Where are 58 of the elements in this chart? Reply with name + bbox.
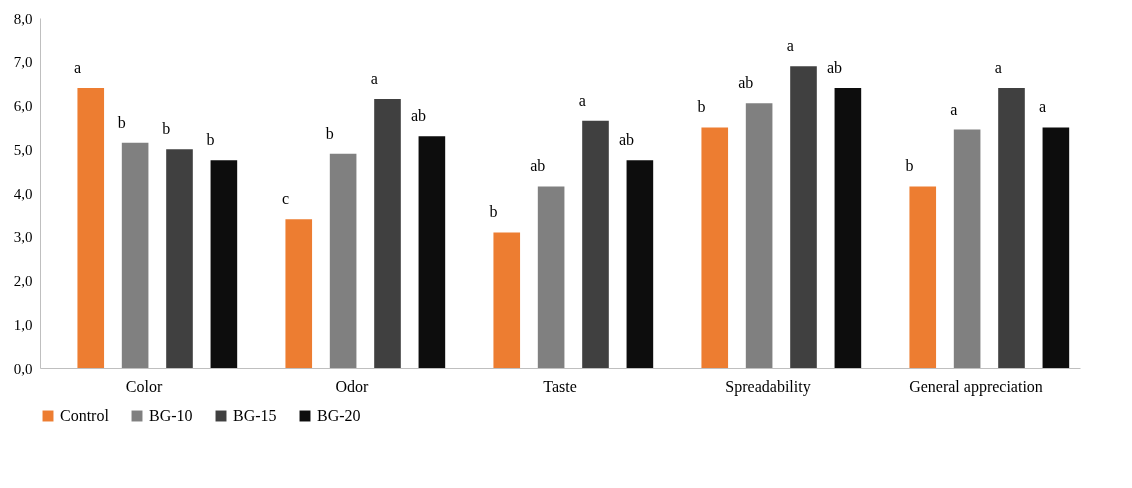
- x-tick-label: Taste: [543, 377, 577, 395]
- data-label: ab: [738, 74, 754, 92]
- data-label: b: [905, 157, 914, 175]
- data-label: b: [489, 203, 498, 221]
- bar: [374, 98, 401, 368]
- x-tick-label: Odor: [335, 377, 370, 395]
- y-tick-label: 4,0: [13, 185, 33, 202]
- legend-label: Control: [60, 407, 110, 424]
- data-label: b: [325, 124, 334, 142]
- x-tick-label: Color: [125, 377, 163, 395]
- y-tick-label: 5,0: [13, 141, 33, 158]
- legend-label: BG-10: [149, 407, 193, 424]
- data-label: a: [1039, 98, 1047, 116]
- bar: [1042, 127, 1070, 368]
- bar: [329, 153, 357, 368]
- data-label: ab: [827, 59, 843, 76]
- y-tick-label: 3,0: [13, 229, 33, 246]
- bar: [790, 66, 817, 368]
- y-tick-label: 1,0: [13, 316, 33, 333]
- y-tick-label: 6,0: [13, 98, 33, 114]
- bar: [998, 88, 1025, 368]
- y-tick-label: 8,0: [13, 10, 33, 27]
- data-label: a: [786, 37, 794, 55]
- bar: [953, 129, 981, 368]
- bar: [537, 186, 565, 368]
- bar: [745, 103, 773, 368]
- data-label: a: [73, 59, 81, 76]
- bar: [121, 142, 149, 368]
- legend-label: BG-15: [233, 407, 277, 424]
- bar: [285, 219, 313, 368]
- data-label: b: [206, 131, 215, 149]
- y-tick-label: 2,0: [13, 273, 33, 289]
- y-tick-label: 0,0: [13, 360, 33, 377]
- bar: [166, 149, 193, 368]
- data-label: a: [370, 69, 378, 87]
- data-label: b: [117, 113, 126, 131]
- y-tick-label: 7,0: [13, 54, 33, 71]
- data-label: ab: [411, 107, 427, 125]
- bar: [909, 186, 937, 368]
- data-label: a: [994, 59, 1002, 76]
- bar: [626, 160, 654, 368]
- data-label: c: [281, 190, 289, 208]
- legend-label: BG-20: [317, 407, 361, 424]
- bar: [210, 160, 238, 368]
- bar: [418, 136, 446, 368]
- bar: [701, 127, 729, 368]
- bar: [77, 88, 105, 368]
- bar: [493, 232, 521, 368]
- data-label: b: [697, 98, 706, 116]
- x-tick-label: General appreciation: [909, 377, 1043, 396]
- data-label: b: [162, 120, 171, 138]
- data-label: ab: [619, 131, 635, 149]
- bar: [582, 120, 609, 368]
- data-label: a: [950, 100, 958, 118]
- data-label: a: [578, 91, 586, 109]
- x-tick-label: Spreadability: [725, 377, 811, 396]
- data-label: ab: [530, 157, 546, 175]
- bar: [834, 88, 862, 368]
